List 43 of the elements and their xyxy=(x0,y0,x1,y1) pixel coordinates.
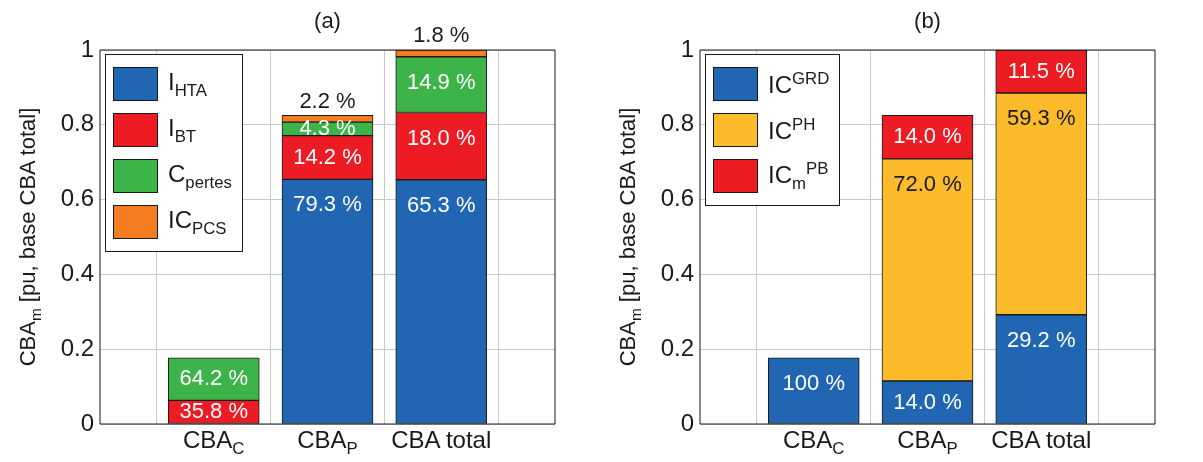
annotation: 14.0 % xyxy=(893,388,962,414)
annotation: 14.2 % xyxy=(293,143,362,169)
annotation: 64.2 % xyxy=(179,365,248,391)
x-tick-label: CBA$_{P}$ xyxy=(897,426,958,459)
y-tick-label: 0.2 xyxy=(660,333,694,361)
annotation: 11.5 % xyxy=(1007,57,1075,83)
y-tick-label: 0.2 xyxy=(60,333,94,361)
legend-label: IC$^{PH}$ xyxy=(768,115,816,145)
y-tick-label: 0.4 xyxy=(60,259,94,287)
x-tick-label: CBA total xyxy=(391,426,492,454)
legend-label: I$_{HTA}$ xyxy=(168,67,207,101)
annotation: 29.2 % xyxy=(1007,326,1076,352)
x-tick-label: CBA$_{P}$ xyxy=(297,426,358,459)
chart-title: (a) xyxy=(314,8,341,34)
annotation: 14.0 % xyxy=(893,123,962,149)
annotation: 18.0 % xyxy=(407,124,476,150)
chart-title: (b) xyxy=(914,8,941,34)
y-tick-label: 0.4 xyxy=(660,259,694,287)
annotation: 14.9 % xyxy=(407,68,476,94)
y-tick-label: 1 xyxy=(80,34,94,62)
y-tick-label: 0 xyxy=(80,408,94,436)
y-tick-label: 0.8 xyxy=(60,109,94,137)
annotation: 79.3 % xyxy=(293,191,362,217)
y-tick-label: 0.6 xyxy=(660,184,694,212)
annotation: 1.8 % xyxy=(413,22,470,48)
y-tick-label: 0 xyxy=(680,408,694,436)
legend-label: C$_{pertes}$ xyxy=(168,159,232,193)
annotation: 65.3 % xyxy=(407,191,476,217)
legend-label: I$_{BT}$ xyxy=(168,113,197,147)
x-tick-label: CBA$_{C}$ xyxy=(183,426,245,459)
annotation: 4.3 % xyxy=(299,114,356,140)
annotation: 2.2 % xyxy=(299,87,356,113)
y-tick-label: 0.6 xyxy=(60,184,94,212)
legend-label: IC$_{PCS}$ xyxy=(168,205,227,239)
y-tick-label: 0.8 xyxy=(660,109,694,137)
annotation: 59.3 % xyxy=(1007,105,1076,131)
legend-label: IC$^{GRD}$ xyxy=(768,69,830,99)
annotation: 35.8 % xyxy=(179,398,248,424)
x-tick-label: CBA total xyxy=(991,426,1092,454)
annotation: 72.0 % xyxy=(893,170,962,196)
y-tick-label: 1 xyxy=(680,34,694,62)
annotation: 100 % xyxy=(782,369,845,395)
x-tick-label: CBA$_{C}$ xyxy=(783,426,845,459)
